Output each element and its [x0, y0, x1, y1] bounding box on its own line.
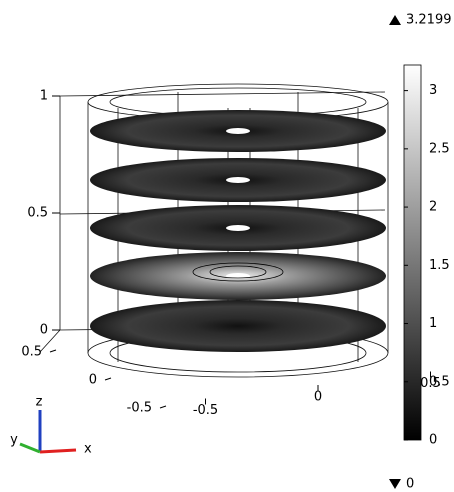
chart: 3.2199 0 z x y 0 0.5 1 1.5 2 2.5 3 0 0.5 1 -0.5 0 0.… [0, 0, 454, 492]
colorbar [404, 65, 421, 440]
colorbar-tick-label: 2.5 [429, 141, 450, 156]
axis-triad [20, 410, 76, 452]
y-tick [160, 406, 166, 408]
triad-y-label: y [10, 433, 18, 448]
x-tick-label: 0 [314, 390, 322, 405]
colorbar-tick-label: 0 [429, 433, 437, 448]
z-tick-label: 0.5 [27, 206, 48, 221]
x-tick-label: 0.5 [420, 376, 441, 391]
triad-z-label: z [36, 395, 43, 410]
min-marker [389, 479, 401, 489]
colorbar-tick-label: 2 [429, 200, 437, 215]
page: 3.2199 0 z x y 0 0.5 1 1.5 2 2.5 3 0 0.5 1 -0.5 0 0.… [0, 0, 454, 492]
y-tick [105, 378, 111, 380]
y-tick-label: 0.5 [21, 345, 42, 360]
z-tick-label: 0 [40, 323, 48, 338]
max-label: 3.2199 [406, 13, 452, 28]
max-marker [389, 15, 401, 25]
colorbar-tick-label: 1.5 [429, 258, 450, 273]
triad-x-label: x [84, 442, 92, 457]
x-tick-label: -0.5 [193, 403, 218, 418]
slice [90, 300, 386, 352]
min-label: 0 [406, 477, 414, 492]
y-tick-label: 0 [89, 373, 97, 388]
z-tick-label: 1 [40, 89, 48, 104]
y-tick [50, 350, 56, 352]
y-tick-label: -0.5 [127, 401, 152, 416]
colorbar-tick-label: 3 [429, 83, 437, 98]
colorbar-tick-label: 1 [429, 316, 437, 331]
slices [90, 110, 386, 352]
